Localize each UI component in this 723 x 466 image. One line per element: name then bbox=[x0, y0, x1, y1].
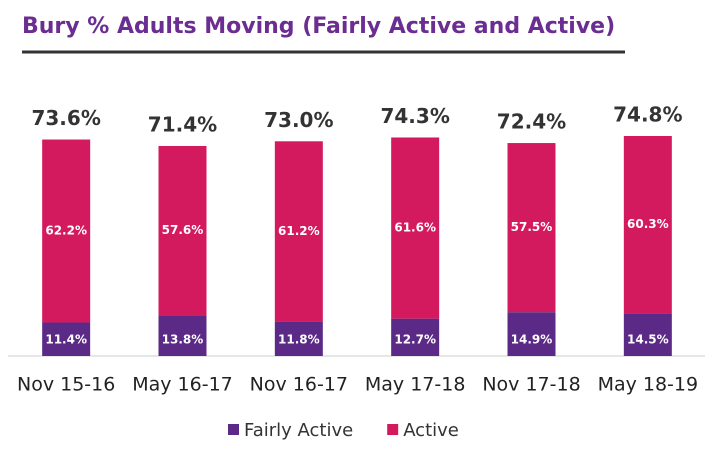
total-label: 74.8% bbox=[613, 103, 682, 127]
bar-segment bbox=[42, 139, 91, 323]
bar-segment bbox=[623, 136, 672, 314]
x-tick-label: Nov 16-17 bbox=[250, 374, 348, 396]
bar-segment bbox=[158, 315, 207, 356]
bar-segment bbox=[42, 322, 91, 356]
total-label: 71.4% bbox=[148, 113, 217, 137]
total-label: 74.3% bbox=[380, 104, 449, 128]
bar-segment bbox=[274, 321, 323, 356]
bar-segment bbox=[158, 146, 207, 316]
total-label: 72.4% bbox=[497, 110, 566, 134]
value-label: 60.3% bbox=[627, 217, 669, 231]
bar-segment bbox=[274, 141, 323, 322]
legend-label: Fairly Active bbox=[244, 420, 353, 441]
bar-segment bbox=[507, 312, 556, 356]
value-label: 11.4% bbox=[45, 333, 87, 347]
value-label: 11.8% bbox=[278, 333, 320, 347]
value-label: 57.6% bbox=[162, 223, 204, 237]
legend-swatch bbox=[228, 424, 239, 435]
bar-segment bbox=[623, 313, 672, 356]
value-label: 61.2% bbox=[278, 224, 320, 238]
value-label: 61.6% bbox=[394, 221, 436, 235]
x-tick-label: May 16-17 bbox=[132, 374, 233, 396]
bar-segment bbox=[507, 143, 556, 313]
value-label: 12.7% bbox=[394, 333, 436, 347]
x-tick-label: Nov 17-18 bbox=[482, 374, 580, 396]
value-label: 57.5% bbox=[511, 220, 553, 234]
x-tick-label: Nov 15-16 bbox=[17, 374, 115, 396]
bar-segment bbox=[391, 318, 440, 356]
bar-segment bbox=[391, 137, 440, 319]
chart-title: Bury % Adults Moving (Fairly Active and … bbox=[22, 14, 615, 39]
value-label: 14.5% bbox=[627, 333, 669, 347]
value-label: 14.9% bbox=[511, 333, 553, 347]
total-label: 73.0% bbox=[264, 108, 333, 132]
value-label: 62.2% bbox=[45, 224, 87, 238]
legend-label: Active bbox=[403, 420, 459, 441]
x-tick-label: May 17-18 bbox=[365, 374, 466, 396]
total-label: 73.6% bbox=[31, 106, 100, 130]
x-tick-label: May 18-19 bbox=[598, 374, 699, 396]
value-label: 13.8% bbox=[162, 333, 204, 347]
legend-swatch bbox=[387, 424, 399, 435]
